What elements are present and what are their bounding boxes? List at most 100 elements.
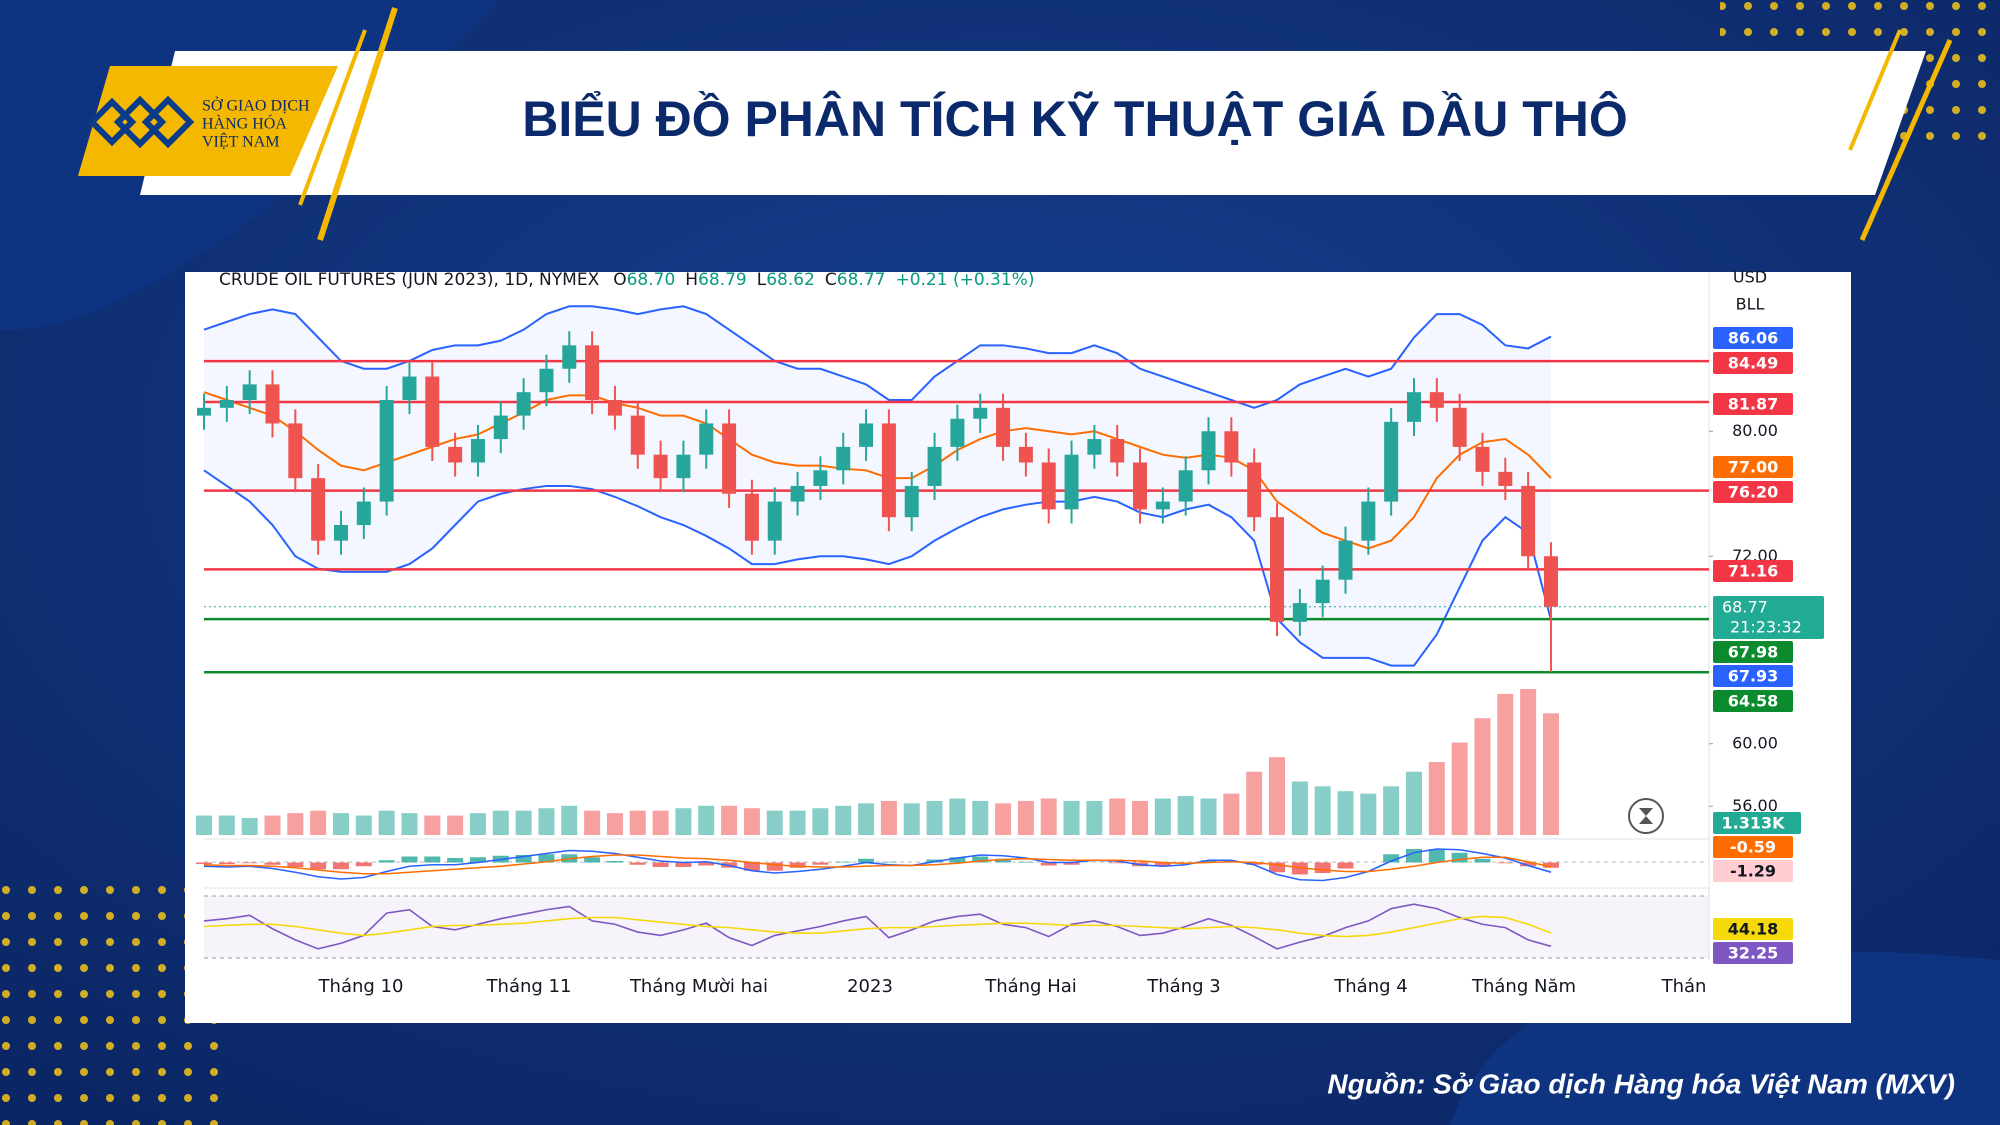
candle-body xyxy=(242,384,257,400)
candle-body xyxy=(1361,501,1376,541)
candle-body xyxy=(1155,501,1170,510)
macd-histogram xyxy=(1337,862,1354,869)
candle-body xyxy=(1338,540,1353,580)
candle-body xyxy=(425,376,440,447)
price-tag-label: 84.49 xyxy=(1728,354,1779,373)
logo-text: VIỆT NAM xyxy=(202,132,279,151)
bollinger-lower xyxy=(203,469,1552,667)
macd-histogram xyxy=(1542,862,1559,868)
candle-body xyxy=(1224,431,1239,463)
macd-histogram xyxy=(698,862,715,866)
price-tag xyxy=(1713,836,1793,858)
macd-histogram xyxy=(1063,862,1080,865)
price-tag-label: 1.313K xyxy=(1721,814,1785,833)
price-tag xyxy=(1713,596,1824,639)
macd-histogram xyxy=(949,857,966,863)
y-tick-label: 60.00 xyxy=(1732,733,1778,752)
macd-histogram xyxy=(766,862,783,871)
candle-body xyxy=(607,400,622,416)
candle-body xyxy=(356,501,371,525)
volume-bar xyxy=(766,810,783,835)
price-tag xyxy=(1713,456,1793,478)
candle-body xyxy=(653,454,668,479)
symbol: CRUDE OIL FUTURES (JUN 2023), 1D, NYMEX xyxy=(219,270,600,290)
volume-bar xyxy=(1383,786,1400,835)
x-tick-label: Tháng 3 xyxy=(1146,976,1220,997)
candle-body xyxy=(1247,462,1262,518)
quote-value: 68.70 xyxy=(627,270,676,290)
macd-histogram xyxy=(264,862,281,865)
logo-box xyxy=(78,66,338,176)
candle-body xyxy=(699,423,714,455)
page-title: BIỂU ĐỒ PHÂN TÍCH KỸ THUẬT GIÁ DẦU THÔ xyxy=(522,90,1628,147)
volume-bar xyxy=(538,808,555,835)
x-tick-label: Tháng 4 xyxy=(1333,976,1407,997)
macd-histogram xyxy=(355,862,372,867)
candle-body xyxy=(722,423,737,494)
price-tag xyxy=(1713,327,1793,349)
macd-line xyxy=(203,848,1552,882)
volume-bar xyxy=(789,810,806,835)
macd-histogram xyxy=(1428,849,1445,863)
macd-histogram xyxy=(1497,862,1514,864)
bollinger-fill xyxy=(204,306,1551,666)
candle-body xyxy=(516,392,531,416)
bollinger-upper xyxy=(203,305,1552,409)
volume-bar xyxy=(1360,793,1377,835)
candle-body xyxy=(470,439,485,463)
volume-bar xyxy=(1520,689,1537,835)
logo-text: HÀNG HÓA xyxy=(202,114,287,133)
macd-histogram xyxy=(675,862,692,867)
volume-bar xyxy=(424,815,441,835)
macd-histogram xyxy=(1154,862,1171,867)
volume-bar xyxy=(515,810,532,835)
rsi-band xyxy=(204,896,1709,958)
macd-histogram xyxy=(538,854,555,863)
quote-value: 68.79 xyxy=(698,270,747,290)
candle-body xyxy=(1133,462,1148,510)
volume-bar xyxy=(447,815,464,835)
price-tag-label: 32.25 xyxy=(1728,944,1779,963)
volume-bar xyxy=(835,805,852,835)
price-tag xyxy=(1713,641,1793,663)
volume-bar xyxy=(1086,800,1103,835)
candle-body xyxy=(539,368,554,393)
volume-bar xyxy=(310,810,327,835)
candle-body xyxy=(1064,454,1079,510)
replay-icon[interactable] xyxy=(1628,798,1664,834)
price-tag xyxy=(1713,812,1801,834)
volume-bar xyxy=(218,815,235,835)
candle-body xyxy=(402,376,417,400)
macd-histogram xyxy=(401,856,418,863)
accent-line xyxy=(317,7,398,241)
currency: USD xyxy=(1733,268,1767,287)
macd-histogram xyxy=(424,856,441,863)
volume-bar xyxy=(355,815,372,835)
candle-body xyxy=(311,478,326,541)
macd-histogram xyxy=(1200,860,1217,863)
volume-bar xyxy=(1063,800,1080,835)
volume-bar xyxy=(1497,693,1514,835)
candle-body xyxy=(197,407,211,416)
macd-histogram xyxy=(743,862,760,871)
candle-body xyxy=(1292,603,1307,622)
countdown: 21:23:32 xyxy=(1730,618,1802,637)
macd-histogram xyxy=(584,857,601,863)
candle-body xyxy=(881,423,896,518)
candle-body xyxy=(1315,579,1330,604)
volume-bar xyxy=(629,810,646,835)
volume-bar xyxy=(1132,800,1149,835)
macd-histogram xyxy=(1269,862,1286,873)
macd-histogram xyxy=(812,862,829,865)
candle-body xyxy=(859,423,874,447)
volume-bar xyxy=(469,813,486,835)
price-tag-label: 67.93 xyxy=(1728,667,1779,686)
volume-bar xyxy=(1246,771,1263,835)
volume-bar xyxy=(1177,796,1194,835)
quote-key: O xyxy=(613,270,626,290)
x-tick-label: Thán xyxy=(1661,976,1707,997)
volume-bar xyxy=(1405,771,1422,835)
volume-bar xyxy=(196,815,212,835)
